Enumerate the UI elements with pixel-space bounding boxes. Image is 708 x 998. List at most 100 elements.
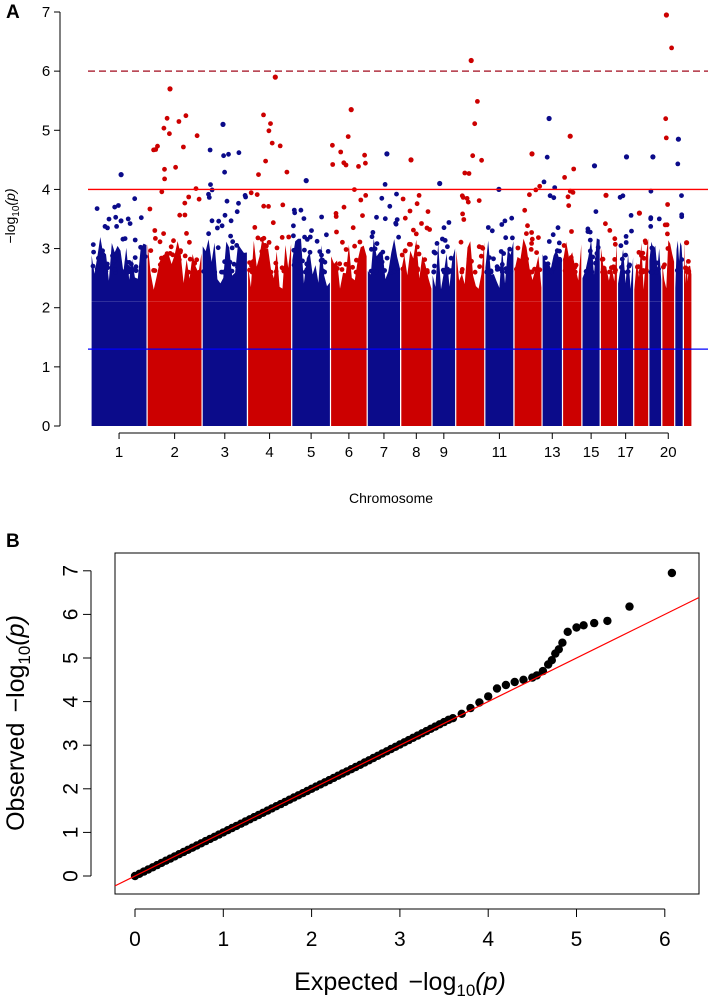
snp-point (224, 198, 230, 204)
snp-point (91, 249, 96, 255)
snp-point (230, 239, 236, 245)
snp-point (113, 214, 119, 220)
snp-point (642, 269, 648, 274)
chromosome-9-body (432, 301, 456, 426)
manhattan-points (90, 12, 692, 426)
snp-point (187, 239, 192, 245)
snp-point (402, 215, 408, 221)
snp-point (393, 259, 398, 264)
manhattan-y-label-base: −log (2, 217, 18, 244)
manhattan-y-axis-title: −log10(p) (2, 188, 22, 243)
qq-x-tick-label: 1 (217, 928, 229, 951)
snp-point (94, 266, 100, 272)
qq-y-tick-label: 7 (60, 565, 83, 577)
snp-point (414, 201, 420, 207)
manhattan-x-tick-label: 13 (544, 444, 561, 461)
qq-tail-point (590, 618, 599, 628)
chromosome-17-band (618, 249, 634, 302)
chromosome-19-peak (650, 154, 656, 160)
snp-point (236, 200, 241, 206)
chromosome-4-peak (272, 74, 278, 80)
snp-point (100, 252, 106, 258)
snp-point (537, 183, 543, 189)
snp-point (112, 204, 118, 210)
snp-point (203, 263, 208, 269)
snp-point (252, 225, 258, 230)
qq-x-axis: 0 1 2 3 4 5 6 (129, 908, 671, 951)
snp-point (514, 267, 520, 272)
qq-y-tick-label: 6 (60, 609, 83, 621)
manhattan-y-tick-label: 7 (42, 4, 50, 21)
manhattan-x-tick-label: 7 (380, 444, 388, 461)
manhattan-x-tick-label: 17 (617, 444, 634, 461)
snp-point (464, 196, 470, 201)
snp-point (159, 255, 164, 261)
snp-point (465, 199, 471, 205)
snp-point (138, 215, 144, 221)
snp-point (263, 158, 268, 164)
snp-point (216, 218, 222, 224)
snp-point (356, 164, 361, 169)
snp-point (295, 264, 301, 269)
snp-point (394, 265, 400, 271)
snp-point (184, 231, 189, 236)
snp-point (557, 248, 562, 254)
snp-point (460, 211, 465, 217)
snp-point (508, 269, 514, 274)
snp-point (261, 112, 266, 118)
snp-point (617, 194, 623, 200)
chromosome-4-band (248, 237, 292, 302)
chromosome-17-peak (623, 154, 630, 160)
snp-point (373, 269, 379, 275)
snp-point (147, 206, 153, 212)
snp-point (416, 193, 422, 198)
chromosome-21-peak (675, 136, 682, 142)
snp-point (393, 220, 399, 226)
snp-point (679, 193, 684, 199)
qq-y-label-arg: (p) (2, 615, 30, 646)
snp-point (318, 258, 324, 263)
manhattan-x-tick-label: 6 (345, 444, 353, 461)
snp-point (432, 250, 438, 256)
snp-point (192, 260, 198, 266)
chromosome-11-body (485, 301, 514, 426)
snp-point (415, 267, 420, 273)
chromosome-16-body (600, 301, 617, 426)
chromosome-9-band (432, 243, 456, 302)
snp-point (684, 269, 690, 274)
chromosome-5-peak (303, 178, 309, 184)
snp-point (466, 256, 472, 261)
snp-point (325, 249, 331, 254)
snp-point (594, 251, 600, 256)
snp-point (103, 269, 109, 274)
snp-point (186, 269, 192, 275)
snp-point (462, 170, 468, 176)
snp-point (555, 225, 561, 231)
snp-point (382, 216, 388, 222)
snp-point (368, 268, 374, 274)
snp-point (133, 264, 139, 270)
qq-tail-point (579, 621, 588, 630)
snp-point (143, 254, 148, 259)
chromosome-11-band (485, 240, 514, 302)
snp-point (662, 262, 667, 268)
qq-x-tick-label: 4 (482, 928, 494, 951)
snp-point (284, 169, 290, 175)
manhattan-y-label-arg: (p) (2, 188, 18, 205)
snp-point (242, 193, 248, 198)
snp-point (424, 268, 430, 273)
qq-points (130, 568, 677, 881)
snp-point (422, 257, 428, 262)
manhattan-x-tick-label: 5 (307, 444, 315, 461)
panel-b-label: B (6, 531, 20, 552)
manhattan-y-tick-label: 4 (42, 181, 50, 198)
manhattan-y-tick-label: 0 (42, 418, 50, 435)
snp-point (569, 229, 574, 234)
snp-point (222, 169, 228, 175)
snp-point (208, 182, 213, 188)
snp-point (529, 236, 535, 242)
snp-point (157, 262, 163, 268)
snp-point (648, 224, 654, 229)
snp-point (153, 236, 158, 241)
qq-tail-point (492, 684, 502, 693)
